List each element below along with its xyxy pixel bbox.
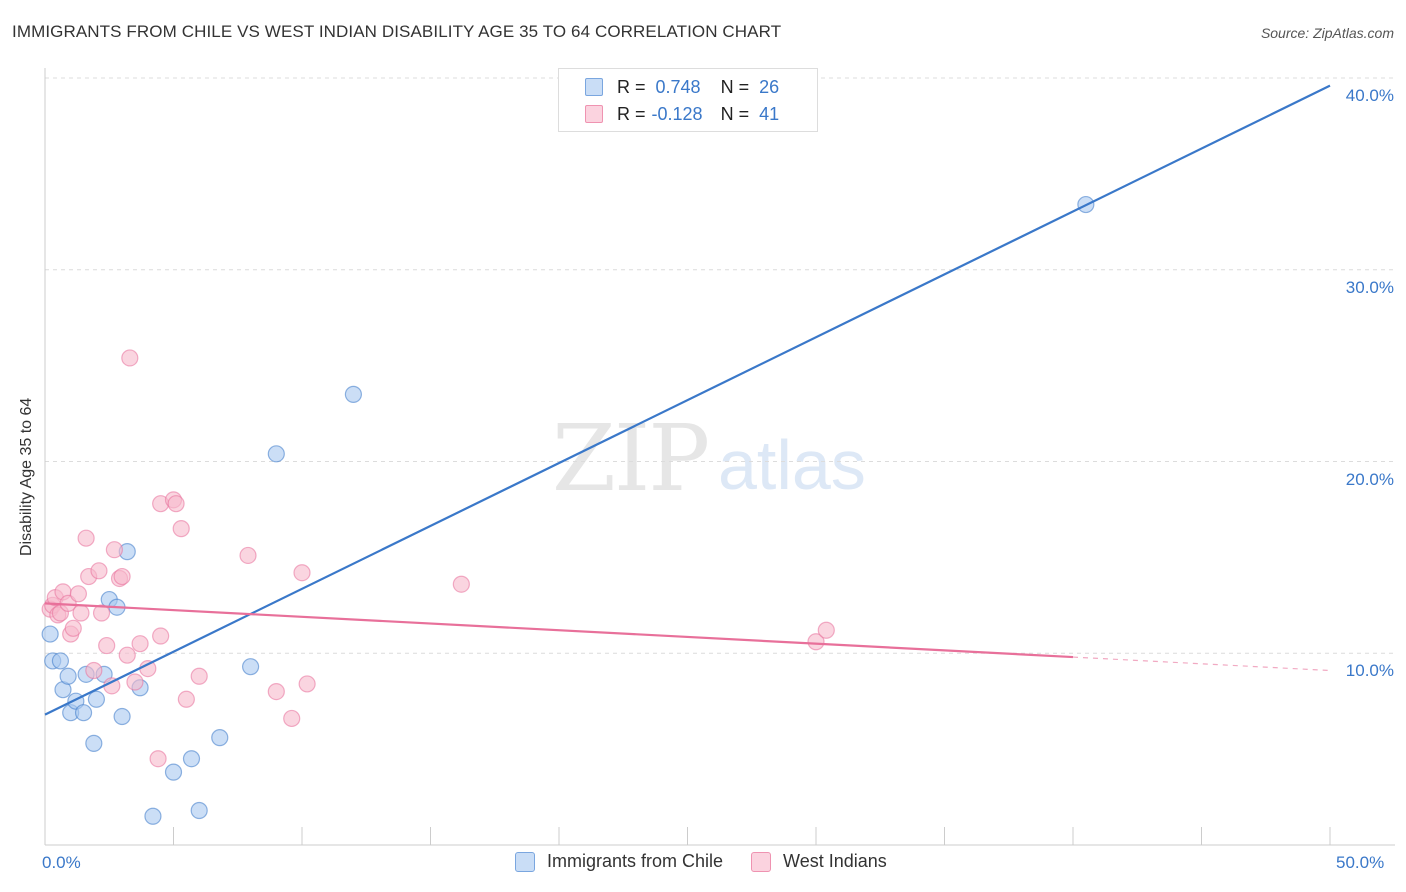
x-tick-label-min: 0.0% — [42, 853, 81, 872]
data-point-west-indians — [85, 661, 103, 680]
data-point-west-indians — [98, 636, 116, 655]
data-point-chile — [344, 385, 362, 403]
data-point-west-indians — [126, 673, 144, 691]
data-point-west-indians — [92, 604, 111, 622]
data-point-west-indians — [90, 562, 108, 580]
watermark-atlas: atlas — [718, 426, 866, 504]
data-point-west-indians — [105, 541, 123, 559]
watermark-zip: ZIP — [552, 405, 710, 512]
data-point-chile — [113, 707, 131, 726]
data-point-chile — [211, 729, 229, 747]
data-point-chile — [87, 690, 106, 708]
data-point-chile — [267, 445, 285, 463]
data-point-chile — [182, 750, 201, 768]
data-point-chile — [242, 658, 260, 676]
data-point-west-indians — [139, 659, 157, 678]
series-swatch-west-indians — [751, 851, 772, 872]
data-point-west-indians — [267, 682, 285, 701]
legend-n-label: N = — [720, 103, 750, 124]
y-tick-label: 10.0% — [1345, 661, 1394, 681]
data-point-west-indians — [298, 675, 316, 693]
data-point-chile — [190, 801, 208, 820]
data-point-west-indians — [452, 575, 470, 593]
data-point-west-indians — [293, 564, 311, 582]
legend-n-label: N = — [720, 76, 750, 97]
legend-r-value: 0.748 — [655, 76, 701, 97]
data-point-chile — [74, 704, 93, 722]
data-point-chile — [144, 807, 162, 825]
legend-r-label: R = — [617, 103, 646, 124]
legend-n-value: 26 — [759, 76, 780, 97]
trend-line-chile — [44, 84, 1331, 716]
data-point-west-indians — [121, 349, 139, 367]
data-point-west-indians — [817, 621, 835, 639]
legend-swatch-chile — [585, 78, 603, 96]
series-label-chile: Immigrants from Chile — [547, 851, 724, 871]
y-tick-label: 20.0% — [1345, 469, 1394, 489]
series-legend-item-west-indians: West Indians — [751, 851, 887, 872]
series-legend-item-chile: Immigrants from Chile — [515, 851, 723, 872]
legend-n-value: 41 — [759, 103, 780, 124]
data-point-west-indians — [113, 567, 131, 586]
data-point-west-indians — [172, 520, 190, 538]
data-point-west-indians — [239, 546, 257, 565]
data-point-chile — [85, 734, 103, 752]
data-point-west-indians — [64, 619, 82, 637]
legend-swatch-west-indians — [585, 105, 603, 123]
series-legend: Immigrants from Chile West Indians — [515, 851, 915, 872]
correlation-legend: R = 0.748 N = 26 R = -0.128 N = 41 — [558, 68, 818, 132]
data-point-chile — [51, 652, 70, 670]
data-point-west-indians — [807, 633, 825, 651]
series-label-west-indians: West Indians — [783, 851, 887, 871]
trend-line-extension-west-indians — [1072, 656, 1331, 672]
legend-r-label: R = — [617, 76, 646, 97]
y-tick-label: 40.0% — [1345, 86, 1394, 105]
data-point-west-indians — [167, 495, 185, 513]
trend-line-west-indians — [44, 602, 1074, 659]
y-tick-label: 30.0% — [1345, 277, 1394, 297]
data-point-west-indians — [131, 635, 149, 653]
chart-title: IMMIGRANTS FROM CHILE VS WEST INDIAN DIS… — [12, 22, 782, 41]
source-credit: Source: ZipAtlas.com — [1260, 25, 1394, 41]
legend-r-value: -0.128 — [651, 103, 703, 124]
data-point-chile — [59, 667, 77, 685]
data-point-west-indians — [77, 529, 95, 547]
data-point-west-indians — [69, 585, 88, 603]
data-point-west-indians — [118, 646, 136, 664]
series-swatch-chile — [515, 851, 535, 872]
data-point-chile — [41, 625, 59, 643]
data-point-chile — [164, 763, 183, 781]
data-point-west-indians — [72, 604, 90, 622]
data-point-west-indians — [283, 709, 301, 728]
data-point-west-indians — [177, 690, 195, 708]
legend-row-west-indians: R = -0.128 N = 41 — [585, 102, 779, 126]
data-point-west-indians — [152, 627, 170, 645]
data-point-west-indians — [149, 750, 167, 768]
x-tick-label-max: 50.0% — [1336, 853, 1385, 872]
legend-row-chile: R = 0.748 N = 26 — [585, 75, 779, 99]
data-point-west-indians — [190, 667, 208, 685]
